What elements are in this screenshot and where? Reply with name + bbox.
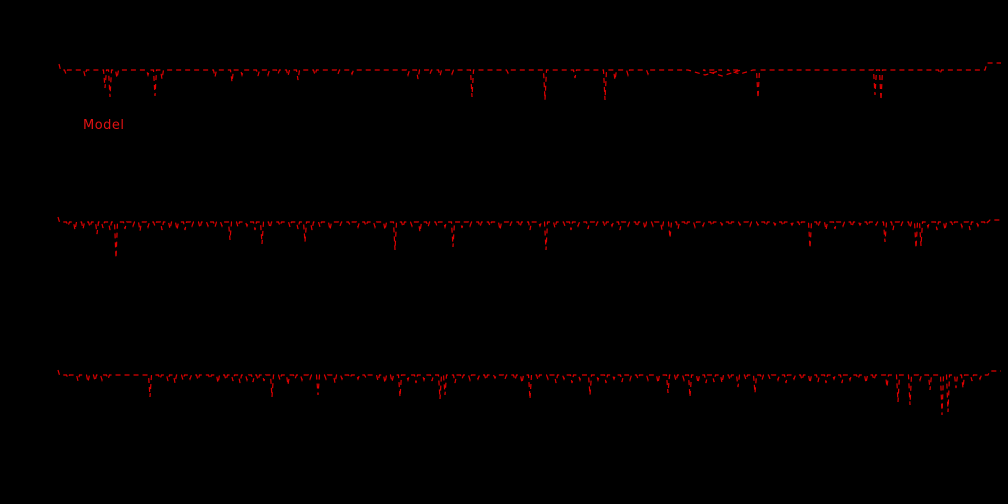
model-trace-panel-2 [57,216,1001,259]
model-trace-panel-3 [57,369,1001,416]
model-legend-label: Model [83,118,125,133]
model-trace-panel-1 [58,62,1001,101]
